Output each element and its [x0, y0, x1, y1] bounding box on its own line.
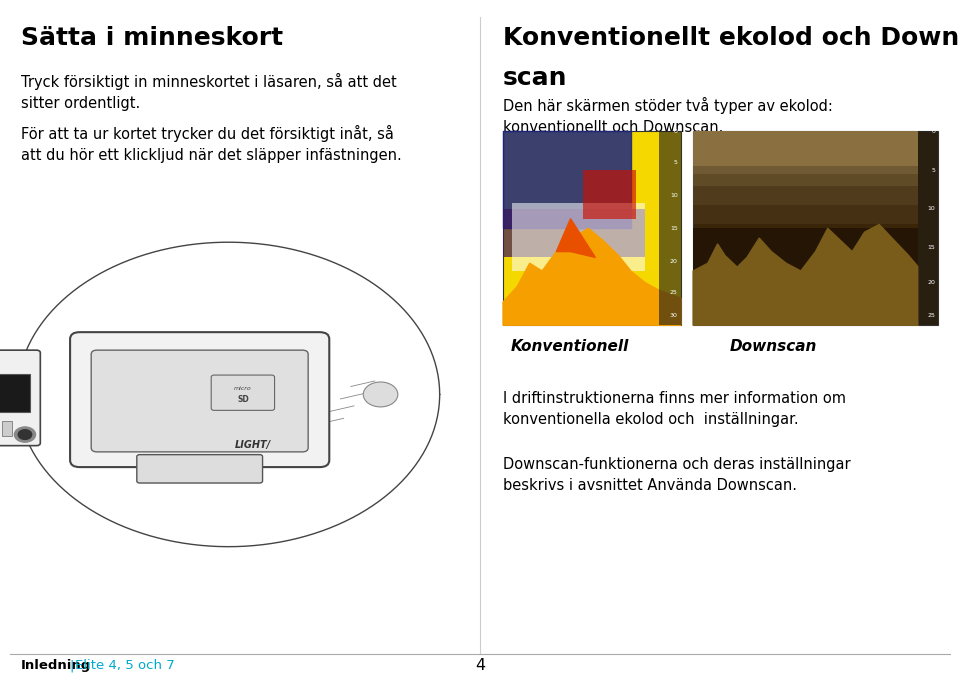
Text: 15: 15 — [927, 245, 935, 251]
Text: Konventionellt ekolod och Down-: Konventionellt ekolod och Down- — [503, 26, 960, 51]
Circle shape — [18, 430, 32, 439]
FancyBboxPatch shape — [211, 375, 275, 410]
Bar — [512, 203, 645, 271]
Text: 5: 5 — [674, 160, 678, 165]
Text: Downscan-funktionerna och deras inställningar
beskrivs i avsnittet Använda Downs: Downscan-funktionerna och deras inställn… — [503, 457, 851, 493]
Text: För att ta ur kortet trycker du det försiktigt inåt, så
att du hör ett klickljud: För att ta ur kortet trycker du det förs… — [21, 125, 402, 163]
Circle shape — [363, 382, 397, 407]
Text: 5: 5 — [931, 167, 935, 173]
Text: scan: scan — [503, 66, 567, 91]
Bar — [503, 131, 681, 325]
Text: Inledning: Inledning — [21, 659, 91, 672]
Polygon shape — [693, 224, 919, 325]
Polygon shape — [503, 228, 681, 325]
Bar — [2, 421, 12, 436]
Text: Konventionell: Konventionell — [511, 339, 630, 354]
Polygon shape — [557, 219, 595, 257]
Bar — [503, 209, 645, 257]
Text: 25: 25 — [670, 290, 678, 295]
Bar — [660, 131, 681, 325]
Text: 10: 10 — [670, 193, 678, 198]
FancyBboxPatch shape — [70, 332, 329, 467]
Text: 15: 15 — [670, 226, 678, 231]
Text: micro: micro — [234, 386, 252, 392]
Text: 4: 4 — [475, 658, 485, 673]
Text: Elite 4, 5 och 7: Elite 4, 5 och 7 — [75, 659, 175, 672]
Text: LIGHT/: LIGHT/ — [234, 440, 271, 450]
FancyBboxPatch shape — [91, 350, 308, 452]
Text: Sätta i minneskort: Sätta i minneskort — [21, 26, 283, 51]
Bar — [0, 374, 30, 412]
Text: 30: 30 — [670, 313, 678, 318]
Text: 20: 20 — [927, 280, 935, 285]
Text: 0: 0 — [931, 129, 935, 134]
Bar — [919, 131, 938, 325]
Polygon shape — [503, 131, 631, 228]
Text: 25: 25 — [927, 313, 935, 318]
Text: Downscan: Downscan — [730, 339, 818, 354]
Text: |: | — [69, 659, 74, 672]
Circle shape — [14, 427, 36, 442]
Text: Den här skärmen stöder två typer av ekolod:
konventionellt och Downscan.: Den här skärmen stöder två typer av ekol… — [503, 97, 833, 135]
Text: Tryck försiktigt in minneskortet i läsaren, så att det
sitter ordentligt.: Tryck försiktigt in minneskortet i läsar… — [21, 73, 396, 111]
Bar — [693, 131, 919, 174]
Bar — [693, 185, 919, 205]
Text: 20: 20 — [670, 259, 678, 264]
Bar — [693, 166, 919, 185]
Text: SD: SD — [237, 395, 249, 404]
Bar — [583, 170, 636, 219]
Bar — [693, 228, 919, 325]
Text: 10: 10 — [927, 206, 935, 212]
Bar — [693, 131, 938, 325]
Text: I driftinstruktionerna finns mer information om
konventionella ekolod och  instä: I driftinstruktionerna finns mer informa… — [503, 391, 846, 427]
FancyBboxPatch shape — [136, 455, 262, 483]
FancyBboxPatch shape — [0, 350, 40, 446]
Bar — [693, 205, 919, 224]
Text: 0: 0 — [674, 129, 678, 134]
